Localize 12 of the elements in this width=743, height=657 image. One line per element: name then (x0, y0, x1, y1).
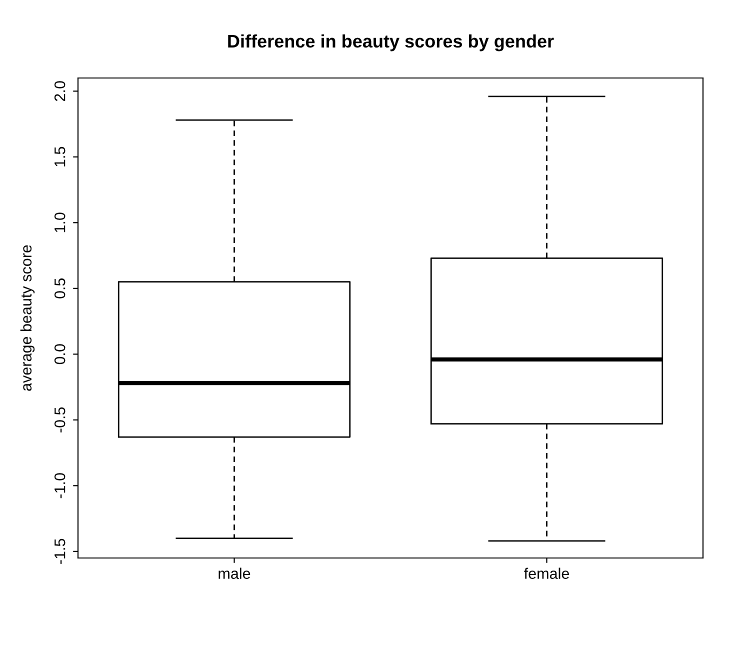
x-tick-label: male (218, 568, 250, 579)
y-tick-label: -0.5 (54, 407, 66, 432)
x-tick-label: female (524, 568, 569, 579)
chart-title: Difference in beauty scores by gender (228, 34, 554, 52)
y-axis-title: average beauty score (20, 245, 35, 391)
y-tick-label: 2.0 (54, 81, 66, 101)
y-tick-label: -1.5 (54, 538, 66, 564)
y-tick-label: 1.5 (54, 146, 66, 166)
y-tick-label: 0.0 (54, 344, 66, 364)
y-tick-label: 0.5 (54, 278, 66, 298)
y-tick-label: -1.0 (54, 473, 66, 498)
y-tick-label: 1.0 (54, 212, 66, 232)
